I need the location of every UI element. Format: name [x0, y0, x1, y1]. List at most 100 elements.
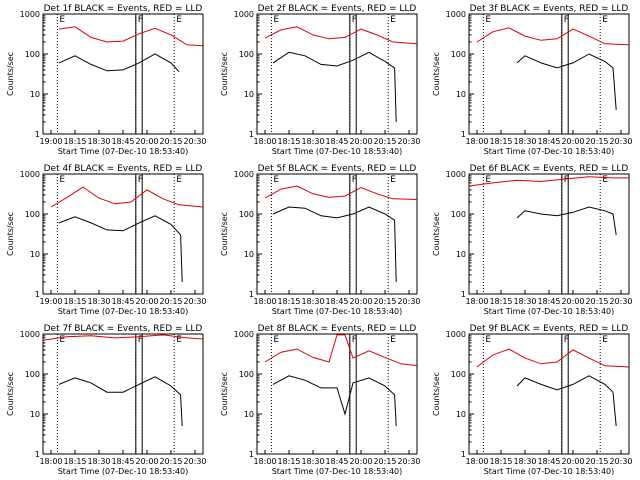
panel-title: Det 9f BLACK = Events, RED = LLD — [470, 324, 629, 334]
y-tick-label: 1 — [461, 450, 466, 459]
x-tick-label: 18:30 — [87, 137, 110, 146]
y-axis-title: Counts/sec — [432, 52, 441, 96]
panel-5: Det 5f BLACK = Events, RED = LLD 1 10 100 10… — [220, 164, 421, 316]
x-tick-label: 20:15 — [373, 297, 396, 306]
x-tick-label: 19:00 — [39, 137, 62, 146]
y-tick-label: 100 — [25, 210, 40, 219]
panel-title: Det 1f BLACK = Events, RED = LLD — [44, 4, 203, 14]
marker-label: E — [602, 335, 608, 345]
events-series-line — [272, 206, 397, 283]
marker-label: E — [176, 335, 182, 345]
marker-label: E — [485, 15, 491, 25]
events-series-line — [58, 53, 180, 73]
events-series-line — [272, 375, 397, 427]
marker-label: F — [352, 335, 357, 345]
x-axis-title: Start Time (07-Dec-10 18:53:40) — [58, 147, 189, 156]
x-tick-label: 18:15 — [277, 457, 300, 466]
plot-frame — [42, 173, 204, 295]
marker-label: F — [564, 15, 569, 25]
x-tick-label: 18:30 — [513, 297, 536, 306]
y-tick-label: 10 — [244, 250, 254, 259]
lld-series-line — [50, 186, 204, 208]
marker-label: E — [390, 175, 396, 185]
y-tick-label: 10 — [244, 410, 254, 419]
x-tick-label: 18:15 — [489, 297, 512, 306]
y-tick-label: 1 — [35, 290, 40, 299]
y-tick-label: 1000 — [20, 170, 40, 179]
x-tick-label: 18:15 — [63, 457, 86, 466]
y-tick-label: 100 — [451, 210, 466, 219]
y-tick-label: 100 — [239, 210, 254, 219]
panel-3: Det 3f BLACK = Events, RED = LLD 1 10 100 10… — [432, 4, 633, 156]
marker-label: E — [273, 175, 279, 185]
x-tick-label: 20:30 — [397, 137, 420, 146]
x-tick-label: 20:00 — [561, 297, 584, 306]
x-tick-label: 20:00 — [135, 297, 158, 306]
panel-1: Det 1f BLACK = Events, RED = LLD 1 10 100 10… — [6, 4, 207, 156]
x-tick-label: 18:15 — [63, 297, 86, 306]
panel-title: Det 8f BLACK = Events, RED = LLD — [258, 324, 417, 334]
y-tick-label: 1 — [35, 450, 40, 459]
panel-2: Det 2f BLACK = Events, RED = LLD 1 10 100 10… — [220, 4, 421, 156]
x-axis-title: Start Time (07-Dec-10 18:53:40) — [484, 307, 615, 316]
y-tick-label: 100 — [451, 50, 466, 59]
x-axis-title: Start Time (07-Dec-10 18:53:40) — [484, 147, 615, 156]
x-tick-label: 18:45 — [537, 457, 560, 466]
x-tick-label: 18:15 — [277, 297, 300, 306]
panel-title: Det 4f BLACK = Events, RED = LLD — [44, 164, 203, 174]
x-tick-label: 18:00 — [253, 297, 276, 306]
x-tick-label: 20:00 — [561, 457, 584, 466]
x-tick-label: 18:45 — [537, 137, 560, 146]
y-tick-label: 1000 — [446, 170, 466, 179]
plot-frame — [256, 13, 418, 135]
y-axis-title: Counts/sec — [6, 52, 15, 96]
x-tick-label: 20:00 — [349, 457, 372, 466]
panel-7: Det 7f BLACK = Events, RED = LLD 1 10 100 10… — [6, 324, 207, 476]
panel-9: Det 9f BLACK = Events, RED = LLD 1 10 100 10… — [432, 324, 633, 476]
marker-label: E — [390, 335, 396, 345]
events-series-line — [272, 51, 397, 123]
y-tick-label: 100 — [25, 50, 40, 59]
x-tick-label: 18:00 — [39, 457, 62, 466]
x-tick-label: 20:15 — [585, 457, 608, 466]
x-tick-label: 20:15 — [373, 137, 396, 146]
x-tick-label: 20:30 — [397, 297, 420, 306]
events-series-line — [516, 206, 617, 235]
y-axis-title: Counts/sec — [220, 372, 229, 416]
x-tick-label: 20:15 — [373, 457, 396, 466]
x-tick-label: 20:00 — [135, 137, 158, 146]
plot-frame — [468, 173, 630, 295]
x-tick-label: 20:00 — [349, 137, 372, 146]
x-tick-label: 18:30 — [301, 457, 324, 466]
x-tick-label: 18:45 — [325, 137, 348, 146]
panel-title: Det 3f BLACK = Events, RED = LLD — [470, 4, 629, 14]
x-tick-label: 19:00 — [39, 297, 62, 306]
y-tick-label: 1000 — [446, 10, 466, 19]
marker-label: E — [602, 15, 608, 25]
x-tick-label: 18:30 — [301, 297, 324, 306]
events-series-line — [58, 215, 183, 283]
y-tick-label: 1 — [35, 130, 40, 139]
x-tick-label: 20:15 — [159, 137, 182, 146]
x-tick-label: 18:45 — [325, 297, 348, 306]
plot-frame — [42, 13, 204, 135]
x-tick-label: 18:45 — [537, 297, 560, 306]
x-tick-label: 18:00 — [465, 137, 488, 146]
x-tick-label: 18:00 — [465, 297, 488, 306]
y-tick-label: 1 — [249, 130, 254, 139]
y-tick-label: 100 — [239, 50, 254, 59]
x-tick-label: 20:30 — [183, 137, 206, 146]
y-axis-title: Counts/sec — [220, 212, 229, 256]
lld-series-line — [42, 334, 204, 341]
x-tick-label: 20:15 — [159, 457, 182, 466]
y-tick-label: 1 — [249, 290, 254, 299]
y-tick-label: 1000 — [234, 10, 254, 19]
y-axis-title: Counts/sec — [6, 212, 15, 256]
panel-title: Det 6f BLACK = Events, RED = LLD — [470, 164, 629, 174]
marker-label: E — [59, 15, 65, 25]
marker-label: F — [352, 175, 357, 185]
lld-series-line — [468, 176, 629, 187]
x-tick-label: 20:30 — [397, 457, 420, 466]
y-tick-label: 1000 — [20, 330, 40, 339]
